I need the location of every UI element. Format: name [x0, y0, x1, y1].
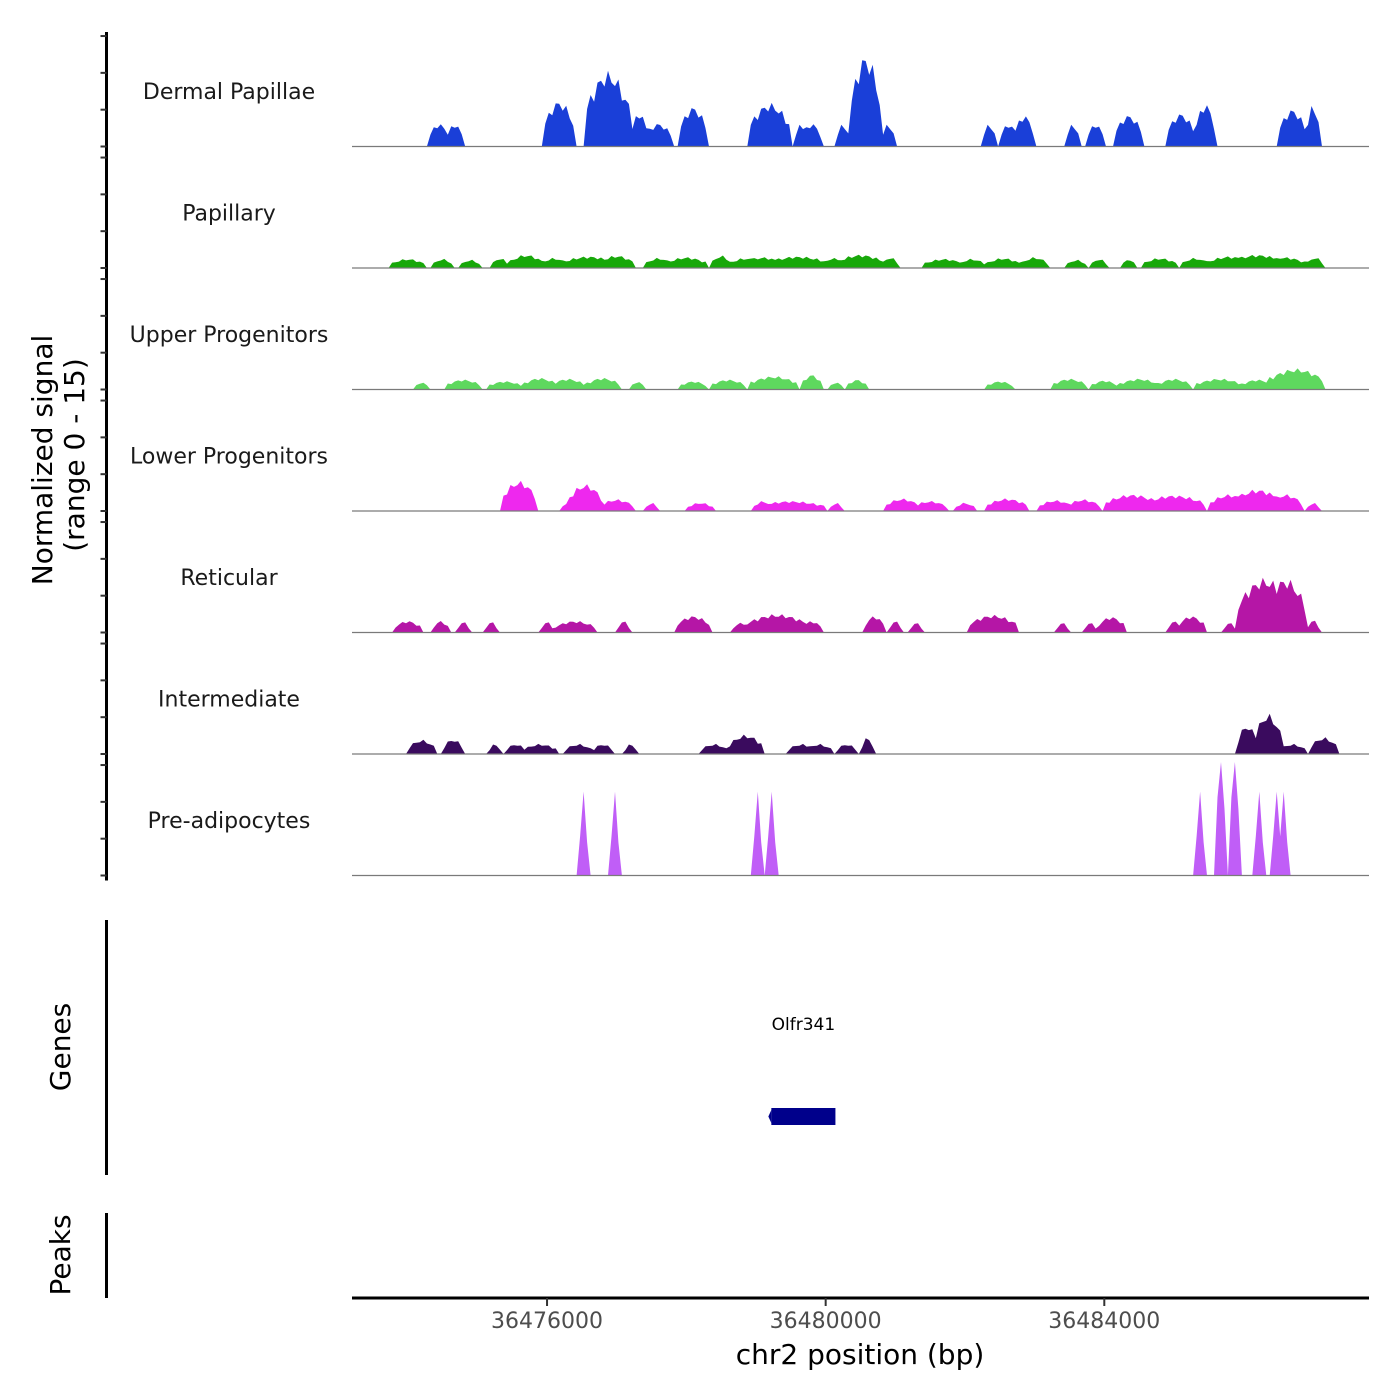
track-label: Lower Progenitors [130, 445, 328, 470]
coverage-area-reticular [352, 577, 1369, 633]
coverage-area-intermediate [352, 713, 1369, 754]
coverage-area-papillary [352, 254, 1369, 268]
track-label: Pre-adipocytes [148, 809, 311, 834]
track-label: Upper Progenitors [130, 323, 329, 348]
coverage-area-pre-adipocytes [352, 762, 1369, 876]
track-label: Intermediate [158, 688, 300, 713]
x-tick-label: 36480000 [770, 1309, 882, 1334]
x-tick-label: 36476000 [491, 1309, 603, 1334]
track-label: Papillary [182, 202, 276, 227]
y-axis-label: Normalized signal [26, 335, 59, 586]
gene-strand-arrow [768, 1110, 772, 1123]
gene-body [771, 1108, 836, 1125]
signal-y-axis [100, 32, 108, 881]
x-axis-label: chr2 position (bp) [736, 1338, 985, 1371]
track-labels: Dermal Papillae Papillary Upper Progenitor… [130, 80, 329, 834]
x-axis-ticks: 36476000 36480000 36484000 [491, 1298, 1160, 1334]
track-label: Dermal Papillae [143, 80, 315, 105]
coverage-tracks [352, 60, 1369, 877]
peaks-panel-label: Peaks [44, 1214, 77, 1295]
coverage-area-upper-progenitors [352, 368, 1369, 390]
coverage-area-dermal-papillae [352, 60, 1369, 147]
y-axis-label-range: (range 0 - 15) [58, 358, 91, 552]
coverage-area-lower-progenitors [352, 480, 1369, 511]
x-tick-label: 36484000 [1048, 1309, 1160, 1334]
gene-label: Olfr341 [772, 1015, 836, 1035]
genes-panel-label: Genes [44, 1003, 77, 1091]
gene-track: Olfr341 [768, 1015, 836, 1125]
track-label: Reticular [180, 566, 278, 591]
